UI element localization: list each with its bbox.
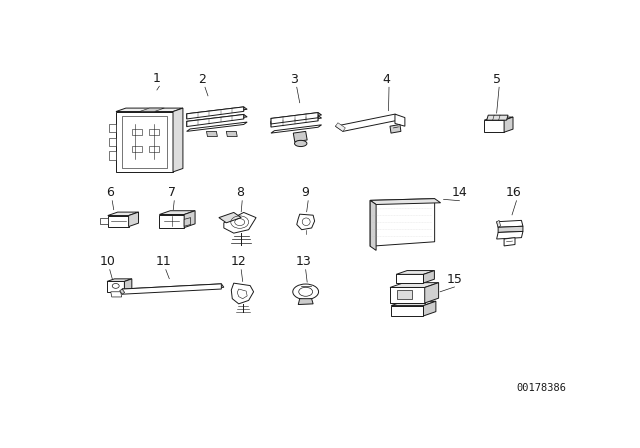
Polygon shape: [271, 125, 321, 133]
Polygon shape: [390, 288, 425, 303]
Polygon shape: [109, 124, 116, 132]
Polygon shape: [370, 198, 435, 246]
Text: 13: 13: [295, 255, 311, 268]
Polygon shape: [425, 283, 438, 303]
Polygon shape: [111, 292, 122, 297]
Text: 11: 11: [156, 255, 172, 268]
Polygon shape: [227, 131, 237, 137]
Polygon shape: [159, 211, 195, 215]
Polygon shape: [271, 116, 318, 127]
Text: 8: 8: [236, 186, 244, 199]
Polygon shape: [335, 114, 403, 131]
Polygon shape: [424, 271, 435, 283]
Polygon shape: [370, 200, 376, 250]
Polygon shape: [107, 279, 132, 281]
Ellipse shape: [294, 140, 307, 146]
Polygon shape: [293, 131, 307, 142]
Polygon shape: [140, 108, 164, 112]
Polygon shape: [498, 226, 523, 233]
FancyBboxPatch shape: [132, 146, 142, 152]
Polygon shape: [129, 212, 138, 227]
Polygon shape: [396, 271, 435, 274]
Text: 4: 4: [383, 73, 390, 86]
FancyBboxPatch shape: [150, 146, 159, 152]
Ellipse shape: [292, 284, 319, 300]
Polygon shape: [124, 279, 132, 292]
Polygon shape: [391, 306, 424, 316]
Polygon shape: [484, 117, 513, 120]
Ellipse shape: [302, 218, 310, 225]
Ellipse shape: [299, 287, 312, 296]
Polygon shape: [484, 120, 504, 132]
Text: 9: 9: [301, 186, 310, 199]
Text: 2: 2: [198, 73, 207, 86]
Polygon shape: [497, 220, 500, 227]
Text: 15: 15: [447, 272, 463, 285]
Polygon shape: [108, 212, 138, 215]
Text: 7: 7: [168, 186, 176, 199]
Polygon shape: [298, 299, 313, 305]
Text: 12: 12: [231, 255, 246, 268]
Text: 3: 3: [291, 73, 298, 86]
Polygon shape: [173, 108, 183, 172]
Polygon shape: [271, 116, 321, 124]
Polygon shape: [297, 214, 315, 230]
Polygon shape: [159, 215, 184, 228]
Polygon shape: [122, 284, 224, 293]
Polygon shape: [271, 112, 321, 121]
Text: 16: 16: [506, 186, 522, 199]
Text: 14: 14: [452, 186, 468, 199]
Polygon shape: [109, 151, 116, 159]
Polygon shape: [187, 122, 247, 131]
Polygon shape: [120, 289, 125, 294]
Polygon shape: [395, 114, 405, 126]
Polygon shape: [390, 283, 438, 288]
Polygon shape: [390, 125, 401, 133]
Text: 5: 5: [493, 73, 500, 86]
Text: 6: 6: [106, 186, 114, 199]
FancyBboxPatch shape: [132, 129, 142, 135]
Polygon shape: [219, 212, 241, 223]
Polygon shape: [187, 107, 247, 116]
Polygon shape: [108, 215, 129, 227]
Polygon shape: [184, 218, 191, 226]
Polygon shape: [486, 115, 508, 120]
Polygon shape: [116, 112, 173, 172]
Polygon shape: [231, 283, 253, 304]
Polygon shape: [424, 301, 436, 316]
Polygon shape: [497, 232, 523, 239]
FancyBboxPatch shape: [397, 290, 412, 299]
Text: 00178386: 00178386: [516, 383, 566, 392]
Polygon shape: [497, 220, 523, 227]
Polygon shape: [237, 289, 247, 299]
Polygon shape: [370, 198, 440, 204]
Polygon shape: [107, 281, 124, 292]
Polygon shape: [187, 107, 244, 119]
Polygon shape: [504, 237, 515, 246]
Text: 10: 10: [99, 255, 115, 268]
Polygon shape: [396, 274, 424, 283]
Polygon shape: [335, 123, 346, 131]
Polygon shape: [391, 301, 436, 306]
Text: 1: 1: [153, 72, 161, 85]
Polygon shape: [504, 117, 513, 132]
Polygon shape: [122, 284, 221, 294]
Polygon shape: [116, 108, 183, 112]
Polygon shape: [184, 211, 195, 228]
FancyBboxPatch shape: [150, 129, 159, 135]
Polygon shape: [207, 131, 218, 137]
Polygon shape: [100, 218, 108, 224]
Polygon shape: [224, 212, 256, 233]
Polygon shape: [109, 138, 116, 146]
Polygon shape: [271, 112, 318, 124]
Polygon shape: [187, 115, 247, 124]
Polygon shape: [187, 115, 244, 126]
